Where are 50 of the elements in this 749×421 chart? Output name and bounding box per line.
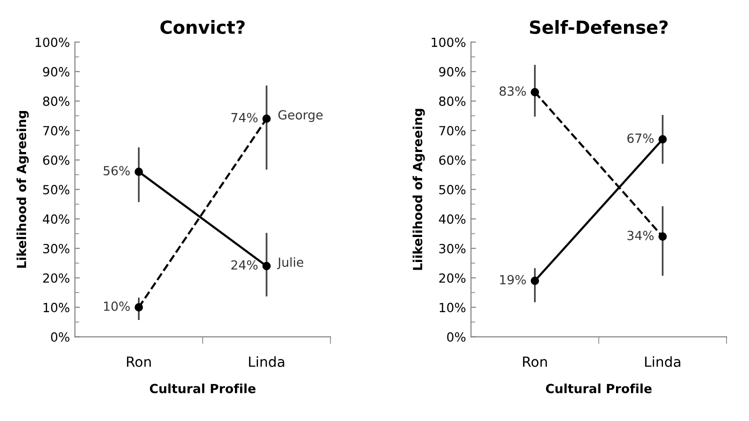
series-label: George	[278, 110, 323, 122]
point	[530, 88, 540, 96]
chart-title: Convict?	[160, 20, 245, 34]
y-tick-label: 100%	[36, 38, 70, 48]
point	[658, 232, 667, 241]
y-tick-label: 20%	[43, 273, 70, 283]
y-tick-label: 0%	[51, 332, 70, 342]
y-tick-label: 100%	[432, 38, 466, 48]
y-tick-label: 40%	[42, 214, 70, 224]
point	[134, 303, 143, 312]
data-label: 74%	[231, 112, 258, 122]
x-tick-label: Ron	[126, 356, 151, 367]
point	[262, 262, 271, 270]
data-label: 10%	[104, 302, 130, 311]
y-tick-label: 60%	[439, 155, 466, 165]
data-label: 24%	[231, 260, 258, 270]
data-label: 56%	[104, 166, 130, 176]
y-axis-title: Likelihood of Agreeing	[16, 111, 29, 268]
data-label: 67%	[627, 134, 654, 143]
point	[262, 114, 271, 123]
series-label: Julie	[277, 257, 304, 270]
chart-title: Self-Defense?	[530, 20, 668, 34]
y-tick-label: 70%	[439, 126, 466, 136]
data-label: 83%	[500, 86, 526, 96]
data-label: 19%	[500, 274, 526, 284]
y-axis-title: Liikelihood of Agreeing	[412, 108, 425, 270]
y-tick-label: 50%	[439, 184, 466, 194]
x-axis-title: Cultural Profile	[150, 384, 256, 394]
y-tick-label: 80%	[439, 96, 466, 106]
data-label: 34%	[627, 230, 654, 240]
y-tick-label: 30%	[43, 244, 70, 254]
x-axis-title: Cultural Profile	[546, 384, 652, 394]
y-tick-label: 40%	[438, 214, 466, 224]
x-tick-label: Linda	[249, 356, 284, 367]
y-tick-label: 10%	[44, 302, 70, 312]
point	[658, 135, 667, 144]
point	[530, 276, 540, 285]
point	[134, 168, 143, 176]
y-tick-label: 90%	[43, 67, 70, 76]
y-tick-label: 60%	[43, 155, 70, 165]
y-tick-label: 80%	[43, 96, 70, 106]
y-tick-label: 30%	[439, 244, 466, 254]
y-tick-label: 0%	[447, 332, 466, 342]
y-tick-label: 20%	[439, 273, 466, 283]
x-tick-label: Ron	[523, 356, 547, 367]
y-tick-label: 90%	[439, 67, 466, 76]
y-tick-label: 50%	[43, 184, 70, 194]
y-tick-label: 70%	[43, 126, 70, 136]
x-tick-label: Linda	[645, 356, 680, 367]
y-tick-label: 10%	[440, 302, 466, 312]
